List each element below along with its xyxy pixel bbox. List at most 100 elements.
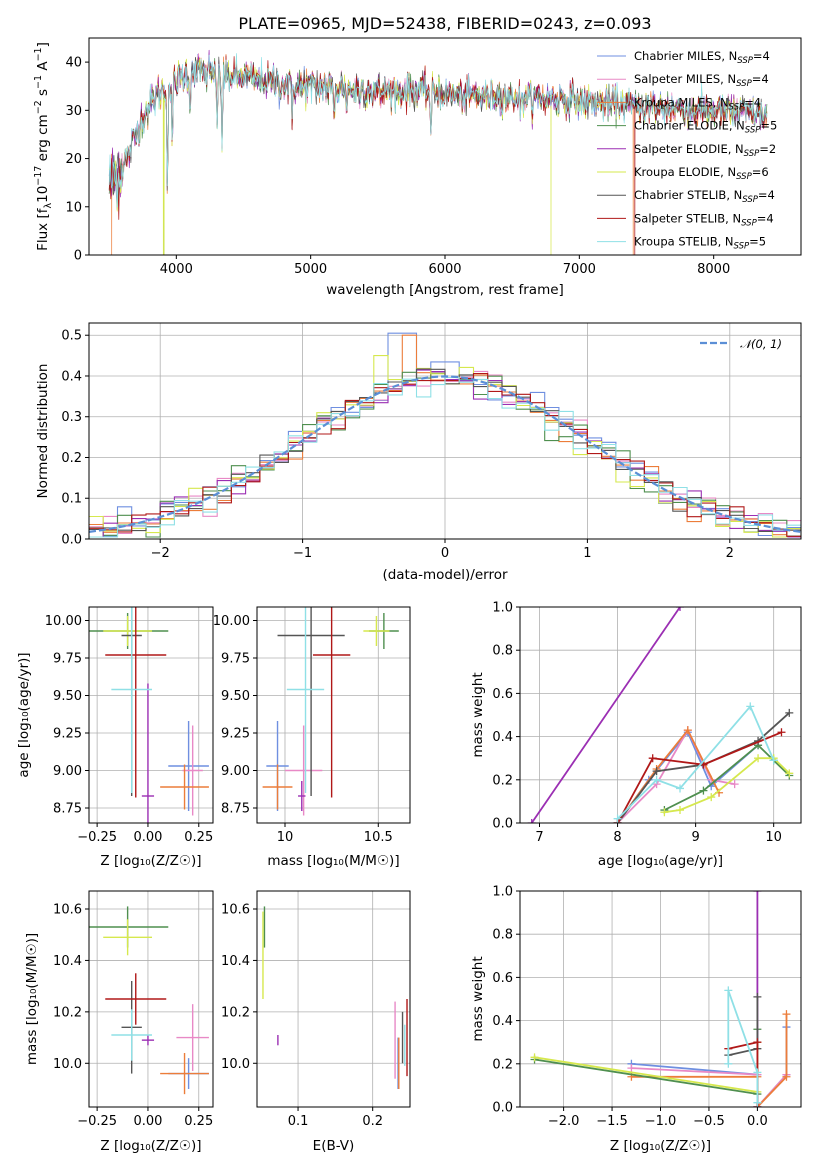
x-tick-label: 0.0 xyxy=(747,1114,768,1129)
legend-entry: 𝒩(0, 1) xyxy=(740,337,782,351)
legend-label: Chabrier MILES, N xyxy=(634,49,737,63)
legend-entry: Kroupa ELODIE, NSSP=6 xyxy=(634,165,769,182)
y-axis-label: Normed distribution xyxy=(35,364,51,499)
axes: 4000 5000 6000 7000 8000 0 10 20 30 40 PLATE=0965,… xyxy=(33,14,802,298)
x-axis-label: E(B-V) xyxy=(313,1138,355,1154)
legend-entry: Salpeter ELODIE, NSSP=2 xyxy=(634,142,776,159)
y-tick-label: 1.0 xyxy=(492,885,513,900)
y-axis-label: mass weight xyxy=(470,672,486,757)
weight-marker-salpeter_miles xyxy=(627,1064,636,1073)
x-axis-label: age [log₁₀(age/yr)] xyxy=(598,853,723,869)
x-tick-label: 10 xyxy=(277,830,294,845)
legend-value: =2 xyxy=(759,142,776,156)
legend-subscript: SSP xyxy=(745,126,761,136)
axes: −2 −1 0 1 2 0.0 0.1 0.2 0.3 0.4 0.5 (data-model)/er… xyxy=(35,322,802,583)
weight-marker-kroupa_stelib xyxy=(724,986,733,995)
x-tick-label: −1.5 xyxy=(596,1114,628,1129)
panel-weight_vs_age: 7 8 9 10 0.0 0.2 0.4 0.6 0.8 1.0 mass weight age [l… xyxy=(470,601,802,869)
x-tick-label: 0.00 xyxy=(133,830,162,845)
legend-label: Kroupa STELIB, N xyxy=(634,235,734,249)
x-axis-label: (data-model)/error xyxy=(382,567,508,583)
y-tick-label: 0.6 xyxy=(492,687,513,702)
weight-marker-kroupa_stelib xyxy=(753,1068,762,1077)
weight-marker-salpeter_elodie xyxy=(527,819,536,823)
y-tick-label: 0.2 xyxy=(61,451,82,466)
y-axis-label-part: s xyxy=(35,89,51,100)
legend-subscript: SSP xyxy=(736,172,752,182)
x-axis-label: Z [log₁₀(Z/Z☉)] xyxy=(610,1138,711,1154)
plot-area xyxy=(89,332,801,538)
y-tick-label: 40 xyxy=(65,56,82,71)
x-tick-label: 0.25 xyxy=(184,830,213,845)
y-axis-label-part: −2 xyxy=(33,100,44,114)
y-tick-label: 0.2 xyxy=(492,773,513,788)
x-tick-label: 7000 xyxy=(563,262,596,277)
legend-entry: Kroupa MILES, NSSP=4 xyxy=(634,95,761,112)
x-tick-label: 0.2 xyxy=(362,1114,383,1129)
weight-marker-kroupa_miles xyxy=(782,1010,791,1019)
weight-marker-kroupa_elodie xyxy=(707,793,716,802)
y-tick-label: 0.0 xyxy=(492,1101,513,1116)
legend-subscript: SSP xyxy=(744,149,760,159)
weight-line-kroupa_elodie xyxy=(534,1042,759,1093)
legend-value: =4 xyxy=(753,49,770,63)
normal-curve xyxy=(89,375,801,533)
legend-entry: Salpeter MILES, NSSP=4 xyxy=(634,72,769,89)
x-tick-label: −0.5 xyxy=(693,1114,725,1129)
plot-area xyxy=(262,607,399,816)
axes-frame xyxy=(256,890,411,1108)
weight-marker-kroupa_stelib xyxy=(652,775,661,784)
y-tick-label: 0.0 xyxy=(492,817,513,832)
y-tick-label: 0.6 xyxy=(492,971,513,986)
x-axis-label: Z [log₁₀(Z/Z☉)] xyxy=(100,1138,201,1154)
y-tick-label: 8.75 xyxy=(53,802,82,817)
x-tick-label: 2 xyxy=(726,546,734,561)
legend-label: Salpeter MILES, N xyxy=(634,72,736,86)
x-tick-label: 10.5 xyxy=(364,830,393,845)
spectrum-line-chabrier_stelib xyxy=(108,56,768,196)
y-tick-label: 10.0 xyxy=(221,1057,250,1072)
legend-value: =6 xyxy=(752,165,769,179)
legend-subscript: SSP xyxy=(734,242,750,252)
y-tick-label: 0.5 xyxy=(61,329,82,344)
y-tick-label: 0.3 xyxy=(61,410,82,425)
legend-subscript: SSP xyxy=(729,102,745,112)
weight-marker-kroupa_stelib xyxy=(746,702,755,711)
x-tick-label: 9 xyxy=(691,830,699,845)
weight-marker-kroupa_elodie xyxy=(785,769,794,778)
y-tick-label: 8.75 xyxy=(221,802,250,817)
plot-area xyxy=(527,607,794,823)
y-tick-label: 10 xyxy=(65,200,82,215)
weight-line-kroupa_miles xyxy=(631,1014,788,1107)
weight-marker-kroupa_elodie xyxy=(530,1053,539,1062)
plot-area xyxy=(89,607,209,823)
y-tick-label: 10.6 xyxy=(53,903,82,918)
y-tick-label: 0 xyxy=(74,249,82,264)
y-tick-label: 9.25 xyxy=(221,727,250,742)
x-tick-label: 7 xyxy=(535,830,543,845)
y-tick-label: 9.75 xyxy=(221,652,250,667)
weight-marker-kroupa_elodie xyxy=(660,808,669,817)
y-tick-label: 0.8 xyxy=(492,644,513,659)
y-axis-label-part: −17 xyxy=(33,166,44,186)
axes-frame xyxy=(519,606,802,824)
weight-marker-salpeter_elodie xyxy=(676,607,685,611)
axes-frame xyxy=(88,606,214,824)
legend-value: =4 xyxy=(752,72,769,86)
panel-age_vs_Z: −0.25 0.00 0.25 8.75 9.00 9.25 9.50 9.75 10.00 Z … xyxy=(16,606,214,869)
axes: 7 8 9 10 0.0 0.2 0.4 0.6 0.8 1.0 mass weight age [l… xyxy=(470,601,802,869)
panel-mass_vs_Z: −0.25 0.00 0.25 10.0 10.2 10.4 10.6 Z [log₁₀(Z/… xyxy=(24,890,214,1154)
plot-area xyxy=(262,906,408,1089)
plot-area xyxy=(108,49,768,255)
y-tick-label: 10.2 xyxy=(221,1005,250,1020)
legend-value: =5 xyxy=(760,119,777,133)
legend: 𝒩(0, 1) xyxy=(700,337,782,351)
y-axis-label: age [log₁₀(age/yr)] xyxy=(16,652,32,777)
legend-value: =5 xyxy=(749,235,766,249)
legend-label: Chabrier STELIB, N xyxy=(634,188,742,202)
panel-spectrum: 4000 5000 6000 7000 8000 0 10 20 30 40 PLATE=0965,… xyxy=(33,14,802,298)
axes-frame xyxy=(88,890,214,1108)
x-tick-label: 8 xyxy=(613,830,621,845)
x-tick-label: 4000 xyxy=(160,262,193,277)
